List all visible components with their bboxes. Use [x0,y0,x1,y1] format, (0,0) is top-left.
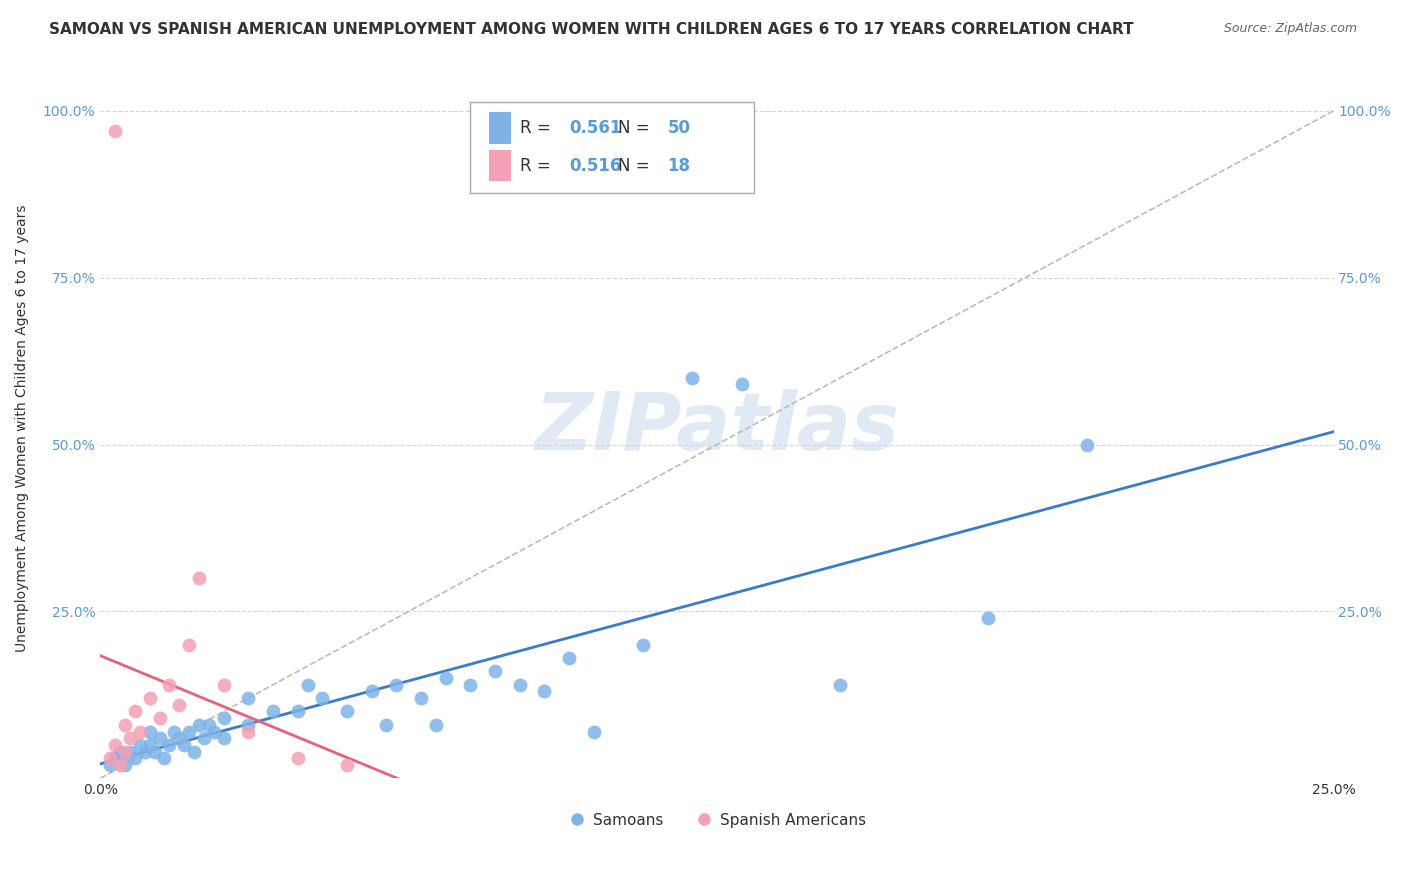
Text: 0.561: 0.561 [569,119,621,136]
Point [169,731,191,746]
Point [297,678,319,692]
Point [425,718,447,732]
Y-axis label: Unemployment Among Women with Children Ages 6 to 17 years: Unemployment Among Women with Children A… [15,204,30,651]
Point [128,738,150,752]
Point [98,751,121,765]
Point [108,745,131,759]
Point [118,745,141,759]
Point [173,738,195,752]
Point [193,731,215,746]
Point [582,724,605,739]
Point [118,731,141,746]
Point [138,724,160,739]
Point [138,738,160,752]
Point [460,678,482,692]
Point [336,757,359,772]
Point [730,377,752,392]
Point [212,731,235,746]
Point [159,738,181,752]
Point [179,638,201,652]
Point [336,705,359,719]
Text: R =: R = [520,157,555,175]
Point [114,757,136,772]
Point [311,691,333,706]
Point [104,751,127,765]
Point [1076,437,1098,451]
Point [98,757,121,772]
Point [238,718,260,732]
Point [977,611,1000,625]
Text: R =: R = [520,119,555,136]
Point [104,124,127,138]
Point [287,705,309,719]
Text: N =: N = [619,119,655,136]
Point [558,651,581,665]
Point [533,684,555,698]
Point [484,665,506,679]
Point [128,724,150,739]
FancyBboxPatch shape [489,112,510,144]
Text: SAMOAN VS SPANISH AMERICAN UNEMPLOYMENT AMONG WOMEN WITH CHILDREN AGES 6 TO 17 Y: SAMOAN VS SPANISH AMERICAN UNEMPLOYMENT … [49,22,1133,37]
Point [360,684,382,698]
Point [148,731,170,746]
Point [631,638,654,652]
Point [134,745,156,759]
Point [681,371,703,385]
Point [434,671,457,685]
Point [238,691,260,706]
Point [148,711,170,725]
Point [104,738,127,752]
Point [124,751,146,765]
Point [169,698,191,712]
Text: 0.516: 0.516 [569,157,621,175]
Point [153,751,176,765]
Text: N =: N = [619,157,655,175]
Point [385,678,408,692]
Text: 50: 50 [668,119,690,136]
FancyBboxPatch shape [471,102,754,193]
Legend: Samoans, Spanish Americans: Samoans, Spanish Americans [561,806,873,834]
Point [188,571,211,585]
Point [202,724,225,739]
Point [238,724,260,739]
Text: Source: ZipAtlas.com: Source: ZipAtlas.com [1223,22,1357,36]
Point [108,757,131,772]
Point [212,678,235,692]
Point [138,691,160,706]
Point [375,718,398,732]
Point [212,711,235,725]
Point [409,691,432,706]
Point [159,678,181,692]
Point [183,745,205,759]
Point [179,724,201,739]
Point [114,718,136,732]
Text: 18: 18 [668,157,690,175]
FancyBboxPatch shape [489,150,510,181]
Point [262,705,284,719]
Point [163,724,186,739]
Point [124,705,146,719]
Point [830,678,852,692]
Text: ZIPatlas: ZIPatlas [534,389,900,467]
Point [198,718,221,732]
Point [287,751,309,765]
Point [143,745,166,759]
Point [509,678,531,692]
Point [114,745,136,759]
Point [188,718,211,732]
